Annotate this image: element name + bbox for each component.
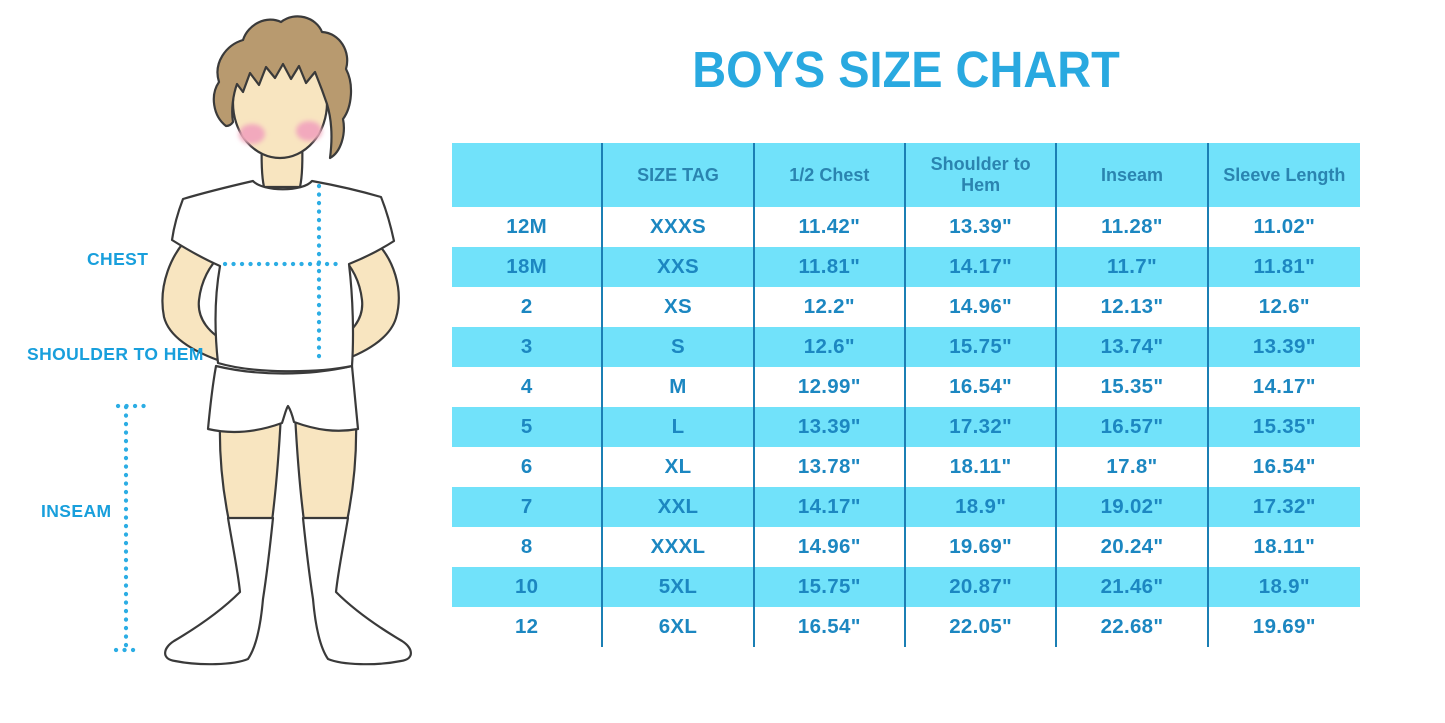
size-label: 10: [452, 567, 604, 607]
size-label: 2: [452, 287, 604, 327]
measurement-value: 18.11": [906, 447, 1058, 487]
measurement-value: 15.35": [1252, 415, 1316, 438]
column-header-1-2-chest: 1/2 Chest: [755, 143, 906, 207]
boy-shorts: [206, 364, 360, 433]
measurement-value: 17.32": [1252, 495, 1316, 518]
table-row-12m: 12M XXXS 11.42" 13.39" 11.28" 11.02": [452, 207, 1360, 247]
measurement-guides: [113, 183, 346, 654]
column-header-shoulder-to-hem: Shoulder to Hem: [906, 143, 1058, 207]
measurement-value: 12.99": [755, 367, 906, 407]
table-row-3: 3 S 12.6" 15.75" 13.74" 13.39": [452, 327, 1360, 367]
measurement-value: 16.57": [1057, 407, 1209, 447]
table-row-10: 10 5XL 15.75" 20.87" 21.46" 18.9": [452, 567, 1360, 607]
boy-shirt: [170, 179, 396, 373]
table-row-4: 4 M 12.99" 16.54" 15.35" 14.17": [452, 367, 1360, 407]
measurement-value: 14.96": [906, 287, 1058, 327]
measurement-value: 13.39": [1252, 335, 1316, 358]
measurement-value: 13.78": [755, 447, 906, 487]
size-tag-value: XXS: [603, 247, 755, 287]
measurement-value: 13.39": [755, 407, 906, 447]
measurement-value: 12.2": [755, 287, 906, 327]
measurement-value: 18.9": [1258, 575, 1310, 598]
measurement-value: 21.46": [1057, 567, 1209, 607]
table-header-row: SIZE TAG 1/2 Chest Shoulder to Hem Inseam Sl…: [452, 143, 1360, 207]
measurement-value: 13.74": [1057, 327, 1209, 367]
size-tag-value: XL: [603, 447, 755, 487]
column-header-inseam: Inseam: [1057, 143, 1209, 207]
measurement-value: 22.68": [1057, 607, 1209, 647]
table-row-18m: 18M XXS 11.81" 14.17" 11.7" 11.81": [452, 247, 1360, 287]
measurement-value: 20.87": [906, 567, 1058, 607]
table-row-7: 7 XXL 14.17" 18.9" 19.02" 17.32": [452, 487, 1360, 527]
boy-left-sock: [164, 516, 275, 666]
table-row-2: 2 XS 12.2" 14.96" 12.13" 12.6": [452, 287, 1360, 327]
boy-left-cheek: [239, 124, 265, 144]
measurement-value: 15.35": [1057, 367, 1209, 407]
measurement-value: 11.02": [1253, 215, 1316, 238]
table-row-8: 8 XXXL 14.96" 19.69" 20.24" 18.11": [452, 527, 1360, 567]
size-label: 18M: [452, 247, 604, 287]
size-label: 6: [452, 447, 604, 487]
measurement-value: 17.8": [1057, 447, 1209, 487]
column-header-sleeve-length: Sleeve Length: [1223, 164, 1346, 185]
size-tag-value: 6XL: [603, 607, 755, 647]
measurement-value: 12.6": [755, 327, 906, 367]
chest-label: CHEST: [87, 249, 149, 269]
measurement-value: 11.42": [755, 207, 906, 247]
size-tag-value: XXXS: [603, 207, 755, 247]
measurement-value: 14.17": [755, 487, 906, 527]
measurement-value: 19.69": [1252, 615, 1316, 638]
measurement-value: 11.81": [1253, 255, 1316, 278]
page-title: BOYS SIZE CHART: [692, 41, 1120, 98]
column-header-size-tag: SIZE TAG: [603, 143, 755, 207]
size-label: 4: [452, 367, 604, 407]
measurement-value: 14.17": [906, 247, 1058, 287]
size-tag-value: XXL: [603, 487, 755, 527]
size-tag-value: XXXL: [603, 527, 755, 567]
size-label: 7: [452, 487, 604, 527]
table-row-12: 12 6XL 16.54" 22.05" 22.68" 19.69": [452, 607, 1360, 647]
measurement-value: 20.24": [1057, 527, 1209, 567]
measurement-value: 14.17": [1252, 375, 1316, 398]
shoulder-to-hem-label: SHOULDER TO HEM: [27, 344, 204, 364]
boy-illustration: [113, 15, 412, 666]
boy-hair: [212, 15, 353, 160]
size-tag-value: M: [603, 367, 755, 407]
size-tag-value: S: [603, 327, 755, 367]
measurement-value: 18.11": [1253, 535, 1316, 558]
measurement-value: 17.32": [906, 407, 1058, 447]
column-header-blank: [452, 143, 604, 207]
measurement-value: 11.81": [755, 247, 906, 287]
boy-right-cheek: [296, 121, 322, 141]
table-row-6: 6 XL 13.78" 18.11" 17.8" 16.54": [452, 447, 1360, 487]
size-label: 12M: [452, 207, 604, 247]
boy-right-sock: [301, 516, 412, 666]
measurement-value: 15.75": [755, 567, 906, 607]
size-label: 3: [452, 327, 604, 367]
size-label: 5: [452, 407, 604, 447]
measurement-value: 16.54": [906, 367, 1058, 407]
size-tag-value: 5XL: [603, 567, 755, 607]
size-tag-value: XS: [603, 287, 755, 327]
measurement-value: 16.54": [755, 607, 906, 647]
table-row-5: 5 L 13.39" 17.32" 16.57" 15.35": [452, 407, 1360, 447]
measurement-value: 14.96": [755, 527, 906, 567]
inseam-label: INSEAM: [41, 501, 112, 521]
size-chart-table: SIZE TAG 1/2 Chest Shoulder to Hem Inseam Sl…: [452, 143, 1360, 647]
size-label: 12: [452, 607, 604, 647]
measurement-value: 16.54": [1252, 455, 1316, 478]
measurement-value: 19.69": [906, 527, 1058, 567]
measurement-value: 11.28": [1057, 207, 1209, 247]
measurement-value: 12.13": [1057, 287, 1209, 327]
size-tag-value: L: [603, 407, 755, 447]
size-label: 8: [452, 527, 604, 567]
measurement-value: 11.7": [1057, 247, 1209, 287]
measurement-value: 19.02": [1057, 487, 1209, 527]
measurement-value: 13.39": [906, 207, 1058, 247]
measurement-value: 15.75": [906, 327, 1058, 367]
measurement-value: 12.6": [1258, 295, 1310, 318]
measurement-value: 22.05": [906, 607, 1058, 647]
measurement-value: 18.9": [906, 487, 1058, 527]
